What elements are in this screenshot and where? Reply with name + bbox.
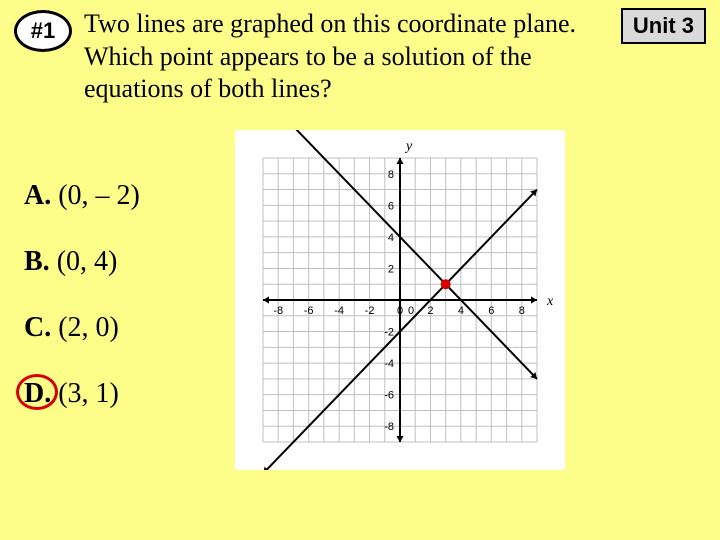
svg-text:-8: -8 (273, 305, 283, 317)
svg-text:8: 8 (519, 305, 525, 317)
unit-badge: Unit 3 (621, 8, 706, 44)
svg-text:4: 4 (388, 232, 394, 244)
svg-text:0: 0 (397, 305, 403, 317)
svg-text:-8: -8 (384, 421, 394, 433)
choice-b-text: (0, 4) (57, 246, 118, 277)
graph-svg: -8-6-4-202468-8-6-4-224680xy (235, 130, 565, 470)
choice-d: D. (3, 1) (24, 378, 140, 410)
svg-text:y: y (404, 139, 413, 154)
choice-d-label: D. (24, 378, 51, 409)
choice-b: B. (0, 4) (24, 246, 140, 278)
unit-label: Unit 3 (633, 13, 694, 38)
choice-a: A. (0, – 2) (24, 180, 140, 212)
question-stem: Two lines are graphed on this coordinate… (84, 8, 584, 106)
choice-c-label: C. (24, 312, 51, 343)
svg-text:-2: -2 (384, 327, 394, 339)
svg-text:-4: -4 (334, 305, 344, 317)
question-number-badge: #1 (14, 10, 72, 52)
choice-c-text: (2, 0) (58, 312, 119, 343)
choice-a-text: (0, – 2) (58, 180, 140, 211)
svg-text:-6: -6 (384, 390, 394, 402)
svg-text:6: 6 (488, 305, 494, 317)
question-number: #1 (31, 18, 55, 44)
choice-c: C. (2, 0) (24, 312, 140, 344)
answer-choices: A. (0, – 2) B. (0, 4) C. (2, 0) D. (3, 1… (24, 180, 140, 444)
choice-b-label: B. (24, 246, 50, 277)
svg-text:4: 4 (458, 305, 464, 317)
choice-a-label: A. (24, 180, 51, 211)
svg-text:6: 6 (388, 200, 394, 212)
svg-text:-6: -6 (304, 305, 314, 317)
svg-text:2: 2 (427, 305, 433, 317)
svg-text:-2: -2 (365, 305, 375, 317)
svg-text:8: 8 (388, 169, 394, 181)
choice-d-text: (3, 1) (58, 378, 119, 409)
svg-text:-4: -4 (384, 358, 394, 370)
svg-text:2: 2 (388, 263, 394, 275)
svg-text:0: 0 (408, 305, 414, 317)
coordinate-graph: -8-6-4-202468-8-6-4-224680xy (235, 130, 565, 470)
svg-text:x: x (546, 294, 554, 309)
